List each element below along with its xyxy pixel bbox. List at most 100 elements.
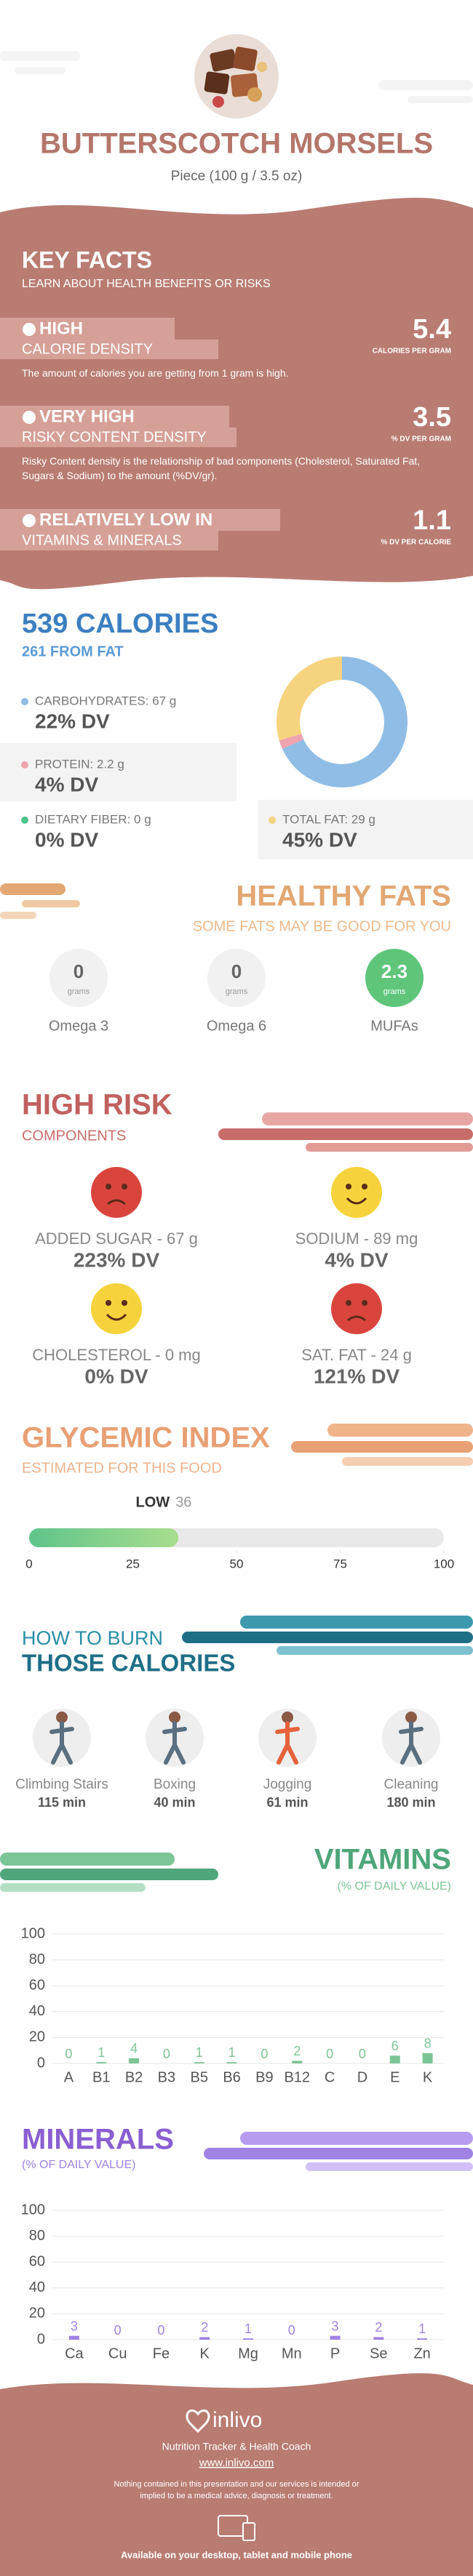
activity-figure [49, 1721, 74, 1765]
value-label: 0 [65, 2047, 72, 2061]
x-tick-label: P [330, 2346, 340, 2362]
fat-name: MUFAs [370, 1018, 418, 1034]
fat-badge [365, 949, 424, 1007]
fact-description: The amount of calories you are getting f… [22, 367, 289, 379]
tagline: Nutrition Tracker & Health Coach [162, 2441, 311, 2452]
decor-stripe [0, 1869, 218, 1880]
section-title: 539 CALORIES [22, 609, 218, 639]
value-label: 0 [163, 2047, 170, 2061]
section-subtitle: ESTIMATED FOR THIS FOOD [22, 1460, 222, 1476]
face-mouth [347, 1315, 366, 1322]
legend-dot [21, 698, 28, 705]
fact-value: 5.4 [413, 314, 451, 345]
risk-label: SAT. FAT - 24 g [301, 1346, 412, 1364]
value-label: 1 [98, 2045, 105, 2060]
activity-time: 115 min [38, 1795, 86, 1810]
nutrient-dv: 22% DV [35, 710, 110, 732]
value-label: 1 [245, 2322, 252, 2336]
y-tick-label: 0 [37, 2055, 45, 2071]
value-label: 2 [375, 2320, 382, 2335]
nutrient-label: DIETARY FIBER: 0 g [35, 812, 151, 826]
legend-dot [21, 816, 28, 824]
value-label: 1 [418, 2322, 426, 2336]
section-title: HIGH RISK [22, 1089, 172, 1121]
donut-segment [279, 734, 304, 750]
decor-stripe [204, 2148, 473, 2159]
face-eye [346, 1184, 351, 1189]
section-subtitle: (% OF DAILY VALUE) [22, 2159, 135, 2171]
nutrient-dv: 0% DV [35, 828, 98, 851]
x-tick-label: A [64, 2069, 74, 2085]
protein-band [0, 743, 236, 801]
legend-dot [269, 816, 276, 824]
fact-name: RISKY CONTENT DENSITY [22, 429, 207, 445]
fat-value: 0 [73, 960, 84, 982]
face-mouth [106, 1313, 127, 1321]
y-tick-label: 60 [29, 2253, 45, 2269]
x-tick-label: B2 [125, 2069, 143, 2085]
highlight-band [0, 406, 229, 428]
bar [292, 2061, 303, 2063]
x-tick-label: E [390, 2069, 400, 2085]
activity-time: 40 min [154, 1795, 195, 1810]
gi-tick-label: 75 [333, 1557, 347, 1570]
y-tick-label: 60 [29, 1977, 45, 1993]
value-label: 0 [288, 2323, 295, 2338]
risk-label: CHOLESTEROL - 0 mg [32, 1346, 200, 1364]
gi-tick-label: 25 [126, 1557, 140, 1570]
subtitle: Piece (100 g / 3.5 oz) [171, 169, 303, 184]
x-tick-label: Cu [108, 2346, 127, 2362]
fat-name: Omega 3 [49, 1018, 108, 1034]
fat-unit: grams [68, 987, 90, 996]
nutrient-dv: 45% DV [282, 828, 357, 851]
risk-dv: 121% DV [314, 1365, 400, 1387]
nutrient-label: CARBOHYDRATES: 67 g [35, 694, 176, 707]
section-subtitle: (% OF DAILY VALUE) [338, 1880, 451, 1893]
fact-name: CALORIE DENSITY [22, 341, 153, 357]
value-label: 8 [424, 2037, 432, 2051]
nutrient-label: TOTAL FAT: 29 g [282, 812, 375, 826]
x-tick-label: Mg [238, 2346, 258, 2362]
face-mouth [346, 1197, 367, 1205]
section-title: HOW TO BURN [22, 1627, 163, 1649]
activity-time: 180 min [386, 1795, 435, 1810]
fact-unit: % DV PER GRAM [391, 436, 451, 444]
risk-dv: 4% DV [325, 1248, 388, 1271]
face-eye [106, 1184, 111, 1189]
section-title: MINERALS [22, 2124, 174, 2156]
value-label: 4 [130, 2042, 138, 2056]
bar [373, 2337, 384, 2340]
activity-figure [162, 1721, 187, 1765]
value-label: 0 [157, 2323, 164, 2338]
fact-icon [23, 323, 36, 336]
fact-unit: CALORIES PER GRAM [373, 348, 451, 356]
gi-tick-label: 0 [25, 1557, 32, 1570]
section-subtitle: SOME FATS MAY BE GOOD FOR YOU [193, 918, 451, 934]
x-tick-label: B5 [191, 2069, 208, 2085]
face-eye [346, 1300, 351, 1306]
risk-label: SODIUM - 89 mg [295, 1229, 418, 1248]
y-tick-label: 80 [29, 1951, 45, 1967]
bar [422, 2053, 433, 2063]
fact-value: 3.5 [413, 402, 451, 433]
bar [68, 2335, 79, 2340]
brand: inlivo [212, 2408, 262, 2432]
x-tick-label: C [325, 2069, 335, 2085]
face-eye [122, 1300, 127, 1306]
activity-figure [399, 1721, 424, 1765]
highlight-band [0, 340, 218, 359]
face-eye [122, 1184, 127, 1189]
fact-unit: % DV PER CALORIE [381, 539, 451, 547]
y-tick-label: 40 [29, 2003, 45, 2019]
url: www.inlivo.com [199, 2457, 274, 2469]
section-title: HEALTHY FATS [236, 880, 451, 912]
fat-unit: grams [226, 987, 248, 996]
value-label: 1 [228, 2045, 236, 2060]
bar [243, 2338, 253, 2340]
fact-level: HIGH [39, 318, 83, 338]
section-subtitle: 261 FROM FAT [22, 643, 124, 659]
section-title: THOSE CALORIES [22, 1650, 235, 1677]
bar [330, 2335, 341, 2340]
decor-stripe [327, 1424, 473, 1437]
value-label: 2 [293, 2044, 301, 2058]
